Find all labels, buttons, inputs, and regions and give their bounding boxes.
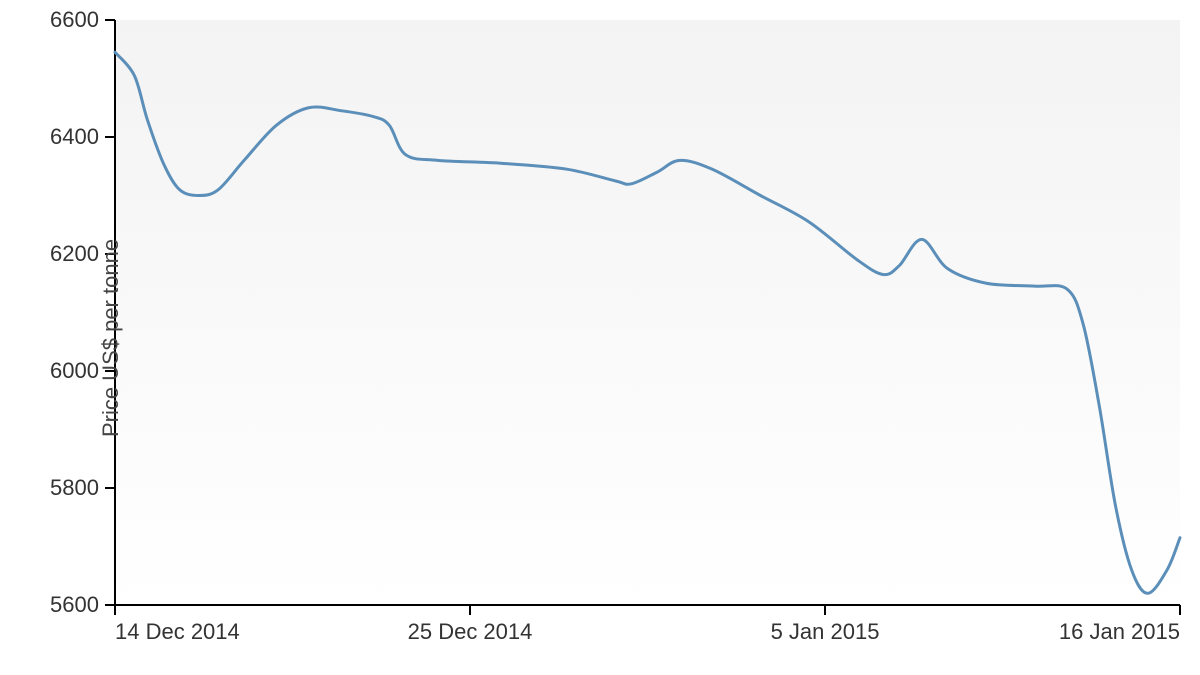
y-axis-label: Price US$ per tonne [98, 238, 124, 436]
plot-background [115, 20, 1180, 605]
x-tick-label: 16 Jan 2015 [1059, 619, 1180, 644]
y-tick-label: 6400 [50, 124, 99, 149]
y-tick-label: 6600 [50, 7, 99, 32]
chart-svg: 5600 5800 6000 6200 6400 6600 14 Dec 2014 25 De… [0, 0, 1200, 675]
x-tick-label: 5 Jan 2015 [771, 619, 880, 644]
y-tick-label: 5800 [50, 475, 99, 500]
price-chart: Price US$ per tonne 5600 5800 6000 6200 6400… [0, 0, 1200, 675]
x-tick-label: 14 Dec 2014 [115, 619, 240, 644]
y-tick-label: 6200 [50, 241, 99, 266]
x-tick-label: 25 Dec 2014 [408, 619, 533, 644]
y-tick-label: 6000 [50, 358, 99, 383]
y-tick-label: 5600 [50, 592, 99, 617]
